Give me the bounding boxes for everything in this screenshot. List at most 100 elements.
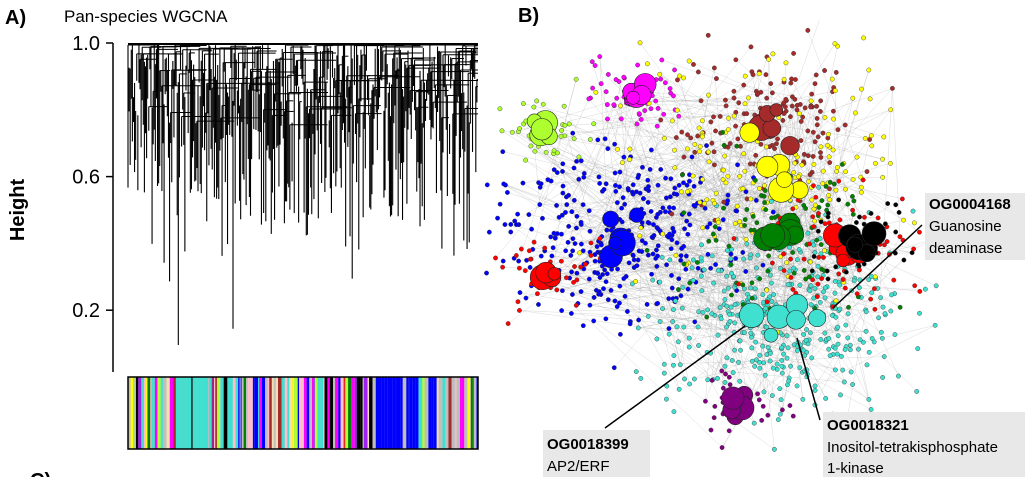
- node: [866, 349, 872, 355]
- node: [758, 141, 764, 147]
- node: [893, 229, 899, 235]
- node: [719, 368, 725, 374]
- node: [672, 165, 678, 171]
- node: [686, 211, 692, 217]
- node: [593, 89, 599, 95]
- stripe: [314, 377, 318, 449]
- node: [885, 201, 891, 206]
- module-color-bar: [127, 376, 479, 450]
- stripe: [340, 377, 342, 449]
- node: [860, 177, 866, 183]
- node: [671, 362, 676, 368]
- node: [657, 71, 663, 77]
- node: [604, 227, 610, 233]
- annotation-id: OG0018399: [547, 436, 629, 453]
- node: [815, 281, 821, 287]
- stripe: [142, 377, 145, 449]
- node: [814, 237, 820, 243]
- node: [835, 333, 841, 339]
- node: [605, 116, 610, 122]
- node: [634, 121, 640, 127]
- node: [822, 221, 828, 227]
- stripe: [179, 377, 181, 449]
- node: [732, 320, 738, 326]
- edge: [678, 278, 751, 334]
- edge: [556, 281, 778, 333]
- node: [724, 324, 729, 330]
- node: [788, 275, 794, 280]
- stripe: [327, 377, 330, 449]
- node: [867, 96, 873, 102]
- bar-frame: [127, 376, 479, 450]
- edge: [546, 126, 652, 212]
- node: [706, 238, 712, 244]
- stripe: [153, 377, 155, 449]
- node: [760, 292, 766, 298]
- node: [788, 80, 794, 86]
- node: [770, 209, 776, 215]
- node: [871, 339, 877, 345]
- node: [760, 343, 766, 349]
- node: [878, 329, 884, 335]
- node: [785, 282, 791, 287]
- node: [790, 206, 796, 212]
- node: [781, 268, 787, 274]
- node: [748, 330, 754, 336]
- node: [619, 205, 625, 211]
- node: [669, 237, 675, 243]
- node: [822, 330, 828, 336]
- edge: [709, 223, 913, 253]
- node: [603, 89, 609, 95]
- stripe: [160, 377, 162, 449]
- node: [687, 381, 692, 387]
- node: [805, 128, 811, 134]
- node: [521, 101, 526, 107]
- node: [705, 32, 711, 38]
- node: [769, 393, 775, 399]
- hub-node: [760, 223, 786, 248]
- stripe: [232, 377, 236, 449]
- annotation-id: OG0004168: [929, 196, 1011, 213]
- node: [700, 134, 705, 140]
- node: [650, 251, 656, 257]
- edge: [571, 137, 763, 212]
- node: [742, 330, 747, 335]
- node: [771, 446, 777, 452]
- node: [630, 252, 636, 258]
- node: [835, 324, 841, 330]
- node: [788, 114, 793, 120]
- node: [749, 295, 755, 301]
- edge: [603, 288, 794, 417]
- edge: [548, 96, 625, 270]
- edge: [553, 247, 735, 396]
- stripe: [204, 377, 209, 449]
- node: [897, 234, 903, 240]
- node: [843, 169, 848, 175]
- edge: [656, 217, 724, 220]
- node: [796, 111, 802, 117]
- node: [722, 363, 728, 369]
- node: [723, 97, 728, 103]
- node: [809, 91, 815, 97]
- node: [806, 179, 812, 184]
- node: [720, 130, 725, 135]
- node: [733, 123, 738, 129]
- node: [484, 182, 490, 188]
- stripe: [362, 377, 364, 449]
- node: [667, 257, 673, 263]
- node: [523, 295, 529, 301]
- node: [731, 88, 737, 94]
- node: [690, 173, 696, 179]
- node: [749, 280, 755, 286]
- node: [777, 386, 783, 392]
- hub-node: [780, 136, 800, 156]
- node: [724, 248, 730, 253]
- stripe: [333, 377, 336, 449]
- node: [502, 222, 508, 227]
- node: [882, 221, 888, 227]
- node: [744, 207, 750, 212]
- node: [741, 151, 747, 157]
- node: [500, 264, 506, 270]
- node: [851, 278, 857, 284]
- node: [833, 187, 839, 193]
